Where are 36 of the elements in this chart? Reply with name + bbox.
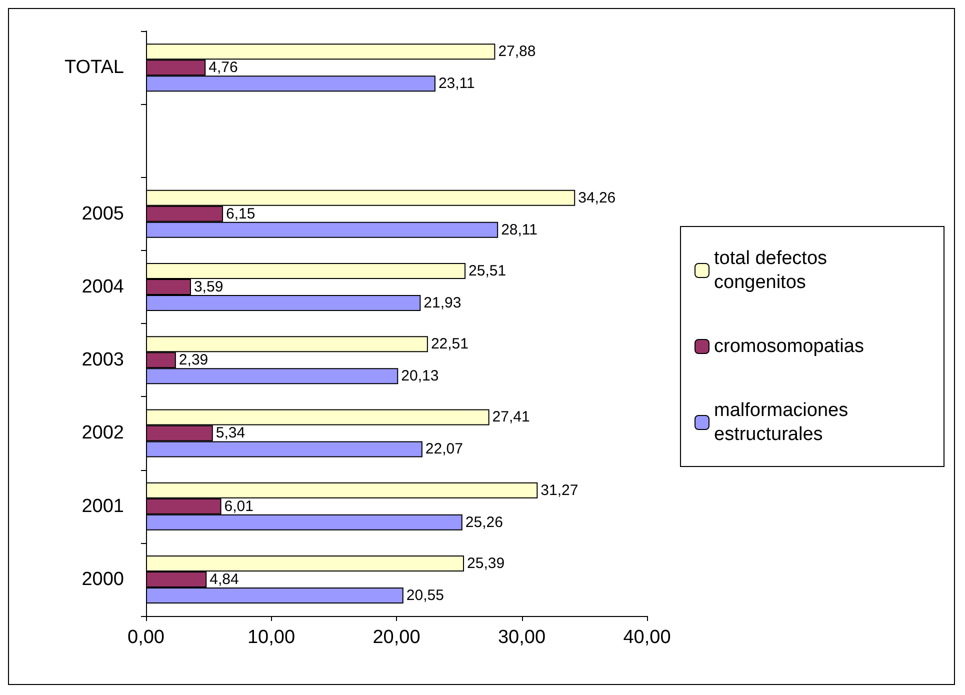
y-tick-label: 2005 [82,203,124,224]
data-label: 2,39 [178,352,208,369]
x-tick-label: 40,00 [623,627,671,648]
y-tick-label: 2003 [82,350,124,371]
data-label: 27,41 [492,408,530,426]
y-tick-label: TOTAL [64,57,124,78]
data-label: 20,13 [401,368,439,385]
data-label: 3,59 [194,278,224,296]
x-tick-label: 20,00 [372,627,420,648]
legend-label: malformaciones estructurales [714,400,854,445]
data-label: 6,01 [224,498,254,515]
y-tick-label: 2000 [82,568,124,590]
data-label: 4,76 [208,59,238,76]
x-tick-label: 30,00 [498,627,546,648]
data-label: 21,93 [424,294,462,312]
legend-label: cromosomopatias [714,336,864,357]
data-label: 22,51 [430,336,468,353]
legend-label: total defectos congenitos [714,248,832,293]
data-label: 27,88 [498,43,536,60]
data-label: 25,26 [465,514,503,531]
data-label: 22,07 [425,440,463,458]
data-label: 20,55 [406,586,444,604]
data-label: 31,27 [540,482,578,499]
data-label: 5,34 [216,424,246,442]
y-tick-label: 2004 [82,276,124,298]
data-label: 4,84 [210,570,239,588]
data-label: 6,15 [226,205,256,222]
y-tick-label: 2001 [82,496,124,517]
data-label: 23,11 [438,75,475,92]
data-label: 25,51 [468,262,506,280]
data-label: 28,11 [501,221,538,238]
data-label: 25,39 [467,554,505,572]
y-tick-label: 2002 [82,422,124,444]
data-label: 34,26 [578,189,616,206]
x-tick-label: 10,00 [247,627,296,648]
x-tick-label: 0,00 [128,627,164,648]
